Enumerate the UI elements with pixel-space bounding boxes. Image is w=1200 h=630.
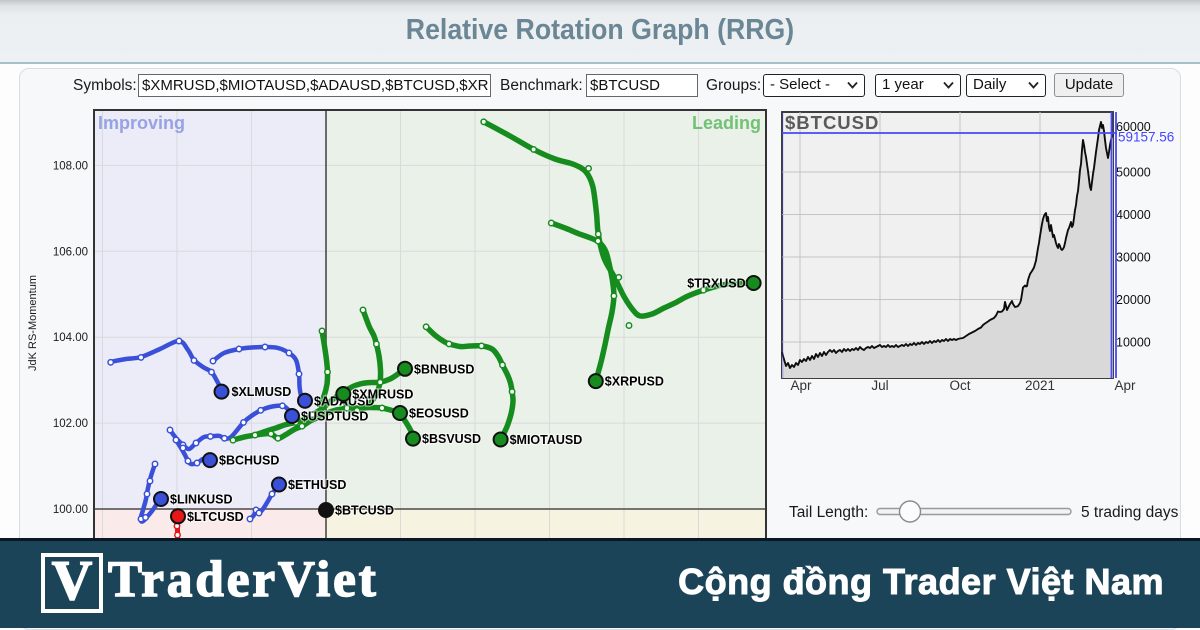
svg-text:Improving: Improving bbox=[98, 113, 185, 133]
svg-text:$BNBUSD: $BNBUSD bbox=[414, 362, 474, 376]
svg-text:10000: 10000 bbox=[1116, 336, 1151, 350]
svg-text:$TRXUSD: $TRXUSD bbox=[687, 277, 745, 291]
svg-text:$BTCUSD: $BTCUSD bbox=[785, 112, 879, 133]
svg-text:5 trading days: 5 trading days bbox=[1081, 504, 1179, 521]
svg-text:$EOSUSD: $EOSUSD bbox=[409, 407, 469, 421]
svg-text:$XRPUSD: $XRPUSD bbox=[605, 375, 664, 389]
svg-text:JdK RS-Momentum: JdK RS-Momentum bbox=[27, 275, 39, 371]
svg-text:$BTCUSD: $BTCUSD bbox=[335, 504, 394, 518]
svg-text:50000: 50000 bbox=[1116, 166, 1151, 180]
svg-text:$ETHUSD: $ETHUSD bbox=[288, 478, 346, 492]
svg-text:$BCHUSD: $BCHUSD bbox=[219, 454, 279, 468]
svg-text:102.00: 102.00 bbox=[53, 418, 88, 430]
svg-text:106.00: 106.00 bbox=[53, 246, 88, 258]
svg-text:Apr: Apr bbox=[790, 378, 812, 393]
svg-text:60000: 60000 bbox=[1116, 120, 1151, 134]
svg-text:$XLMUSD: $XLMUSD bbox=[232, 385, 292, 399]
svg-text:Leading: Leading bbox=[692, 113, 761, 133]
svg-text:104.00: 104.00 bbox=[53, 332, 88, 344]
svg-text:108.00: 108.00 bbox=[53, 160, 88, 172]
svg-text:Tail Length:: Tail Length: bbox=[789, 504, 868, 521]
svg-text:40000: 40000 bbox=[1116, 208, 1151, 222]
svg-text:30000: 30000 bbox=[1116, 251, 1151, 265]
svg-text:Oct: Oct bbox=[949, 378, 970, 393]
svg-text:$LTCUSD: $LTCUSD bbox=[187, 510, 244, 524]
svg-text:$XMRUSD: $XMRUSD bbox=[352, 388, 413, 402]
svg-text:100.00: 100.00 bbox=[53, 504, 88, 516]
svg-text:$MIOTAUSD: $MIOTAUSD bbox=[510, 433, 583, 447]
svg-text:Jul: Jul bbox=[871, 378, 888, 393]
svg-text:$LINKUSD: $LINKUSD bbox=[170, 493, 233, 507]
svg-text:$BSVUSD: $BSVUSD bbox=[422, 432, 481, 446]
svg-text:$USDTUSD: $USDTUSD bbox=[301, 410, 368, 424]
svg-text:59157.56: 59157.56 bbox=[1118, 130, 1174, 145]
svg-text:20000: 20000 bbox=[1116, 293, 1151, 307]
svg-text:2021: 2021 bbox=[1025, 378, 1055, 393]
svg-text:Apr: Apr bbox=[1114, 378, 1136, 393]
